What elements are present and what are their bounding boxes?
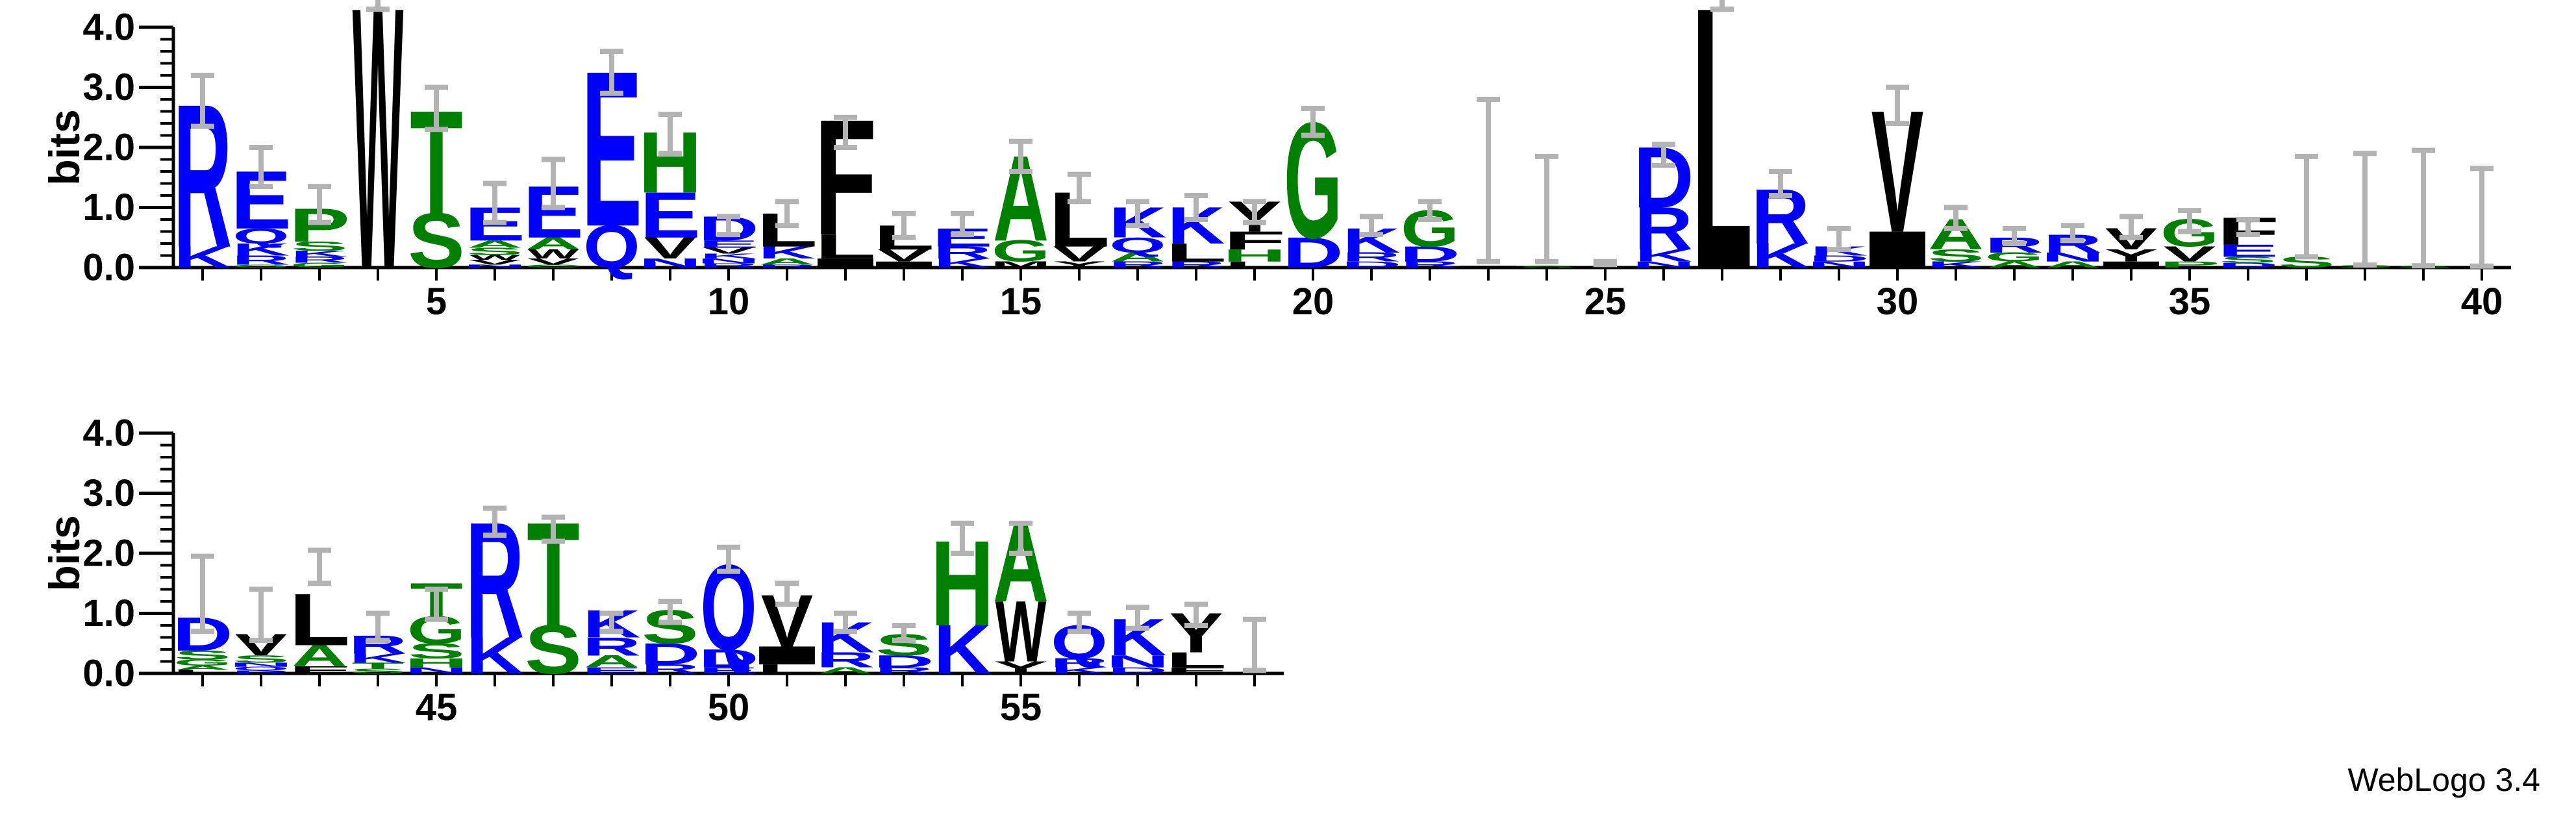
svg-text:1.0: 1.0	[82, 592, 135, 634]
svg-text:bits: bits	[40, 515, 88, 591]
svg-text:A: A	[993, 499, 1049, 625]
svg-text:0.0: 0.0	[82, 653, 135, 695]
svg-text:50: 50	[708, 686, 750, 729]
svg-text:F: F	[814, 84, 877, 270]
svg-text:40: 40	[2461, 281, 2503, 323]
svg-text:L: L	[289, 578, 351, 660]
svg-text:0.0: 0.0	[82, 247, 135, 289]
svg-text:15: 15	[1000, 281, 1042, 323]
svg-text:WebLogo 3.4: WebLogo 3.4	[2347, 762, 2540, 798]
svg-text:4.0: 4.0	[82, 412, 135, 455]
svg-text:45: 45	[416, 686, 458, 729]
svg-text:10: 10	[708, 281, 750, 323]
svg-text:3.0: 3.0	[82, 66, 135, 108]
svg-text:4.0: 4.0	[82, 6, 135, 49]
svg-text:5: 5	[426, 281, 447, 323]
svg-text:20: 20	[1292, 281, 1334, 323]
svg-text:L: L	[1692, 0, 1753, 347]
svg-text:W: W	[353, 0, 404, 347]
svg-text:3.0: 3.0	[82, 472, 135, 514]
svg-text:2.0: 2.0	[82, 127, 135, 169]
svg-text:1.0: 1.0	[82, 186, 135, 229]
svg-text:55: 55	[1000, 686, 1042, 729]
svg-text:25: 25	[1584, 281, 1627, 323]
svg-text:bits: bits	[40, 109, 88, 185]
svg-text:35: 35	[2169, 281, 2211, 323]
svg-text:30: 30	[1877, 281, 1919, 323]
svg-text:2.0: 2.0	[82, 533, 135, 575]
